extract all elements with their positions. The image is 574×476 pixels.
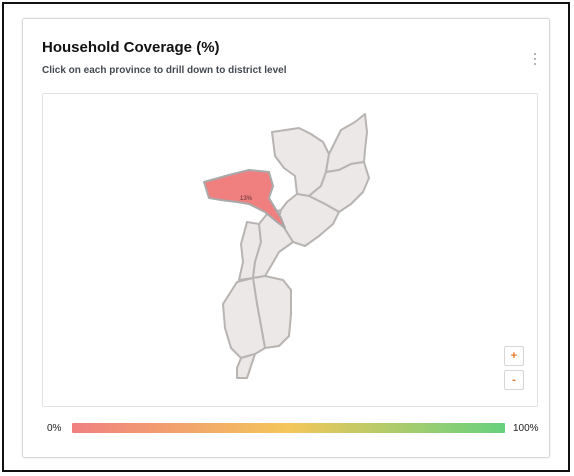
legend-min-label: 0% bbox=[47, 423, 62, 434]
legend-gradient-bar bbox=[72, 423, 505, 433]
card-subtitle: Click on each province to drill down to … bbox=[42, 65, 287, 76]
kebab-menu-icon[interactable] bbox=[528, 51, 542, 67]
mozambique-map[interactable]: 13% bbox=[43, 94, 537, 406]
province-tete[interactable] bbox=[203, 169, 286, 229]
legend-max-label: 100% bbox=[513, 423, 539, 434]
household-coverage-card: Household Coverage (%) Click on each pro… bbox=[22, 18, 550, 458]
map-container[interactable]: 13% + - bbox=[42, 93, 538, 407]
screenshot-frame: Household Coverage (%) Click on each pro… bbox=[2, 2, 570, 472]
zoom-out-button[interactable]: - bbox=[504, 370, 524, 390]
zoom-in-button[interactable]: + bbox=[504, 346, 524, 366]
province-maputo[interactable] bbox=[236, 353, 256, 379]
province-tete-label: 13% bbox=[240, 196, 253, 202]
card-title: Household Coverage (%) bbox=[42, 39, 220, 56]
